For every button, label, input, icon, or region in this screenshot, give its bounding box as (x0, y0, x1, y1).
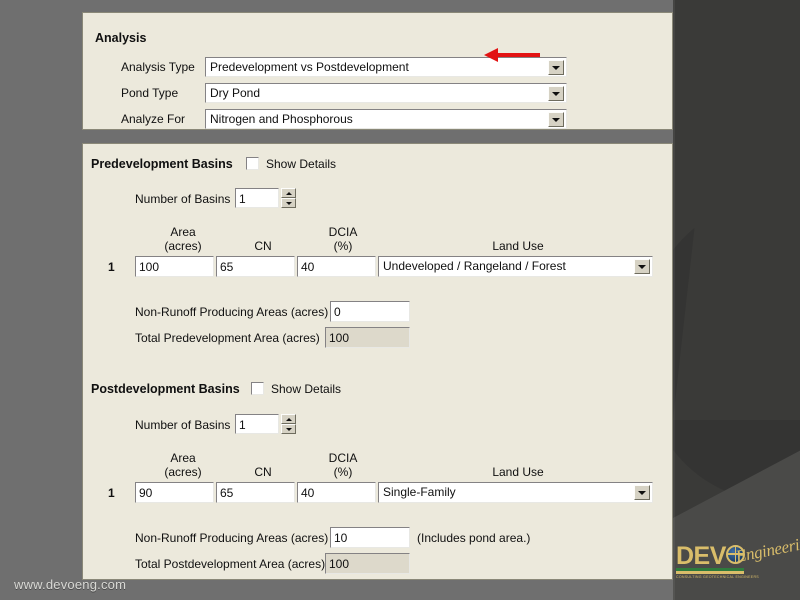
website-watermark: www.devoeng.com (14, 577, 127, 592)
predevelopment-show-details-checkbox[interactable] (246, 157, 259, 170)
background-band-highlight (673, 0, 675, 600)
chevron-down-icon[interactable] (548, 60, 564, 75)
postdevelopment-cn-header: CN (254, 465, 272, 479)
postdevelopment-land-use-select[interactable]: Single-Family (378, 482, 653, 503)
predevelopment-dcia-input[interactable]: 40 (297, 256, 376, 277)
postdevelopment-number-of-basins-label: Number of Basins (135, 418, 231, 432)
predevelopment-total-label: Total Predevelopment Area (acres) (135, 331, 320, 345)
analyze-for-label: Analyze For (121, 112, 186, 126)
chevron-down-icon[interactable] (634, 485, 650, 500)
predevelopment-number-of-basins-label: Number of Basins (135, 192, 231, 206)
chevron-down-icon[interactable] (634, 259, 650, 274)
logo-green-bar (676, 568, 744, 571)
pond-type-value: Dry Pond (210, 86, 261, 100)
postdevelopment-area-header-line2: (acres) (164, 465, 202, 479)
postdevelopment-non-runoff-note: (Includes pond area.) (417, 531, 531, 545)
chevron-down-icon[interactable] (548, 112, 564, 127)
logo-gold-bar (676, 571, 744, 574)
globe-icon (726, 545, 745, 564)
postdevelopment-total-label: Total Postdevelopment Area (acres) (135, 557, 326, 571)
callout-arrow-icon (484, 47, 540, 63)
predevelopment-area-header-line2: (acres) (164, 239, 202, 253)
analyze-for-select[interactable]: Nitrogen and Phosphorous (205, 109, 567, 129)
analysis-group-title: Analysis (95, 31, 147, 45)
postdevelopment-non-runoff-label: Non-Runoff Producing Areas (acres) (135, 531, 329, 545)
postdevelopment-number-of-basins-input[interactable]: 1 (235, 414, 279, 434)
predevelopment-non-runoff-input[interactable]: 0 (330, 301, 410, 322)
analysis-panel: Analysis Analysis Type Predevelopment vs… (82, 12, 673, 130)
predevelopment-row-index: 1 (108, 260, 115, 274)
postdevelopment-non-runoff-input[interactable]: 10 (330, 527, 410, 548)
postdevelopment-cn-input[interactable]: 65 (216, 482, 295, 503)
predevelopment-dcia-header-line2: (%) (333, 239, 353, 253)
stepper-down-icon[interactable] (281, 198, 296, 208)
predevelopment-area-header-line1: Area (170, 225, 196, 239)
predevelopment-land-use-select[interactable]: Undeveloped / Rangeland / Forest (378, 256, 653, 277)
predevelopment-basins-stepper[interactable] (281, 188, 296, 208)
predevelopment-land-use-header: Land Use (492, 239, 544, 253)
postdevelopment-show-details-label: Show Details (271, 382, 342, 396)
postdevelopment-land-use-header: Land Use (492, 465, 544, 479)
predevelopment-number-of-basins-input[interactable]: 1 (235, 188, 279, 208)
analysis-type-select[interactable]: Predevelopment vs Postdevelopment (205, 57, 567, 77)
predevelopment-total-value: 100 (325, 327, 410, 348)
logo-tagline: CONSULTING GEOTECHNICAL ENGINEERS (676, 575, 759, 579)
postdevelopment-dcia-header-line2: (%) (333, 465, 353, 479)
analysis-type-label: Analysis Type (121, 60, 195, 74)
stepper-up-icon[interactable] (281, 188, 296, 198)
stepper-up-icon[interactable] (281, 414, 296, 424)
predevelopment-group-title: Predevelopment Basins (91, 157, 233, 171)
pond-type-label: Pond Type (121, 86, 179, 100)
predevelopment-show-details-label: Show Details (266, 157, 337, 171)
predevelopment-cn-header: CN (254, 239, 272, 253)
postdevelopment-area-header-line1: Area (170, 451, 196, 465)
stepper-down-icon[interactable] (281, 424, 296, 434)
analyze-for-value: Nitrogen and Phosphorous (210, 112, 353, 126)
postdevelopment-area-input[interactable]: 90 (135, 482, 214, 503)
chevron-down-icon[interactable] (548, 86, 564, 101)
predevelopment-area-input[interactable]: 100 (135, 256, 214, 277)
postdevelopment-basins-stepper[interactable] (281, 414, 296, 434)
pond-type-select[interactable]: Dry Pond (205, 83, 567, 103)
predevelopment-dcia-header-line1: DCIA (328, 225, 358, 239)
analysis-type-value: Predevelopment vs Postdevelopment (210, 60, 409, 74)
predevelopment-land-use-value: Undeveloped / Rangeland / Forest (383, 259, 566, 273)
postdevelopment-land-use-value: Single-Family (383, 485, 456, 499)
basins-panel: Predevelopment Basins Show Details Numbe… (82, 143, 673, 580)
postdevelopment-row-index: 1 (108, 486, 115, 500)
predevelopment-non-runoff-label: Non-Runoff Producing Areas (acres) (135, 305, 329, 319)
postdevelopment-group-title: Postdevelopment Basins (91, 382, 240, 396)
postdevelopment-dcia-input[interactable]: 40 (297, 482, 376, 503)
postdevelopment-dcia-header-line1: DCIA (328, 451, 358, 465)
devo-engineering-logo: DEV CONSULTING GEOTECHNICAL ENGINEERS En… (676, 532, 800, 587)
logo-wordmark: DEV (676, 542, 726, 570)
postdevelopment-total-value: 100 (325, 553, 410, 574)
predevelopment-cn-input[interactable]: 65 (216, 256, 295, 277)
postdevelopment-show-details-checkbox[interactable] (251, 382, 264, 395)
